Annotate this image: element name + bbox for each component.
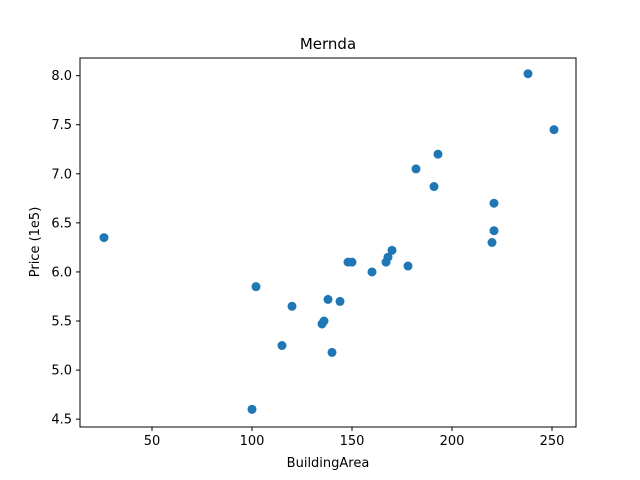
x-axis: 50 100 150 200 250	[144, 427, 565, 449]
y-axis-label: Price (1e5)	[28, 207, 43, 278]
data-point	[489, 226, 499, 236]
y-tick-label: 7.5	[51, 118, 72, 133]
plot-area-frame	[79, 57, 577, 428]
x-tick-label: 100	[240, 434, 265, 449]
data-point	[487, 238, 497, 247]
data-point	[327, 347, 337, 357]
x-tick-label: 200	[440, 434, 465, 449]
data-point	[287, 301, 297, 311]
x-tick-label: 250	[540, 434, 565, 449]
data-point	[411, 164, 421, 174]
y-tick-label: 6.0	[51, 265, 72, 280]
data-point	[523, 69, 533, 79]
data-point	[347, 257, 357, 267]
data-point	[319, 316, 329, 326]
data-point	[323, 294, 333, 304]
data-point	[387, 245, 397, 255]
y-tick-label: 4.5	[51, 413, 72, 428]
chart-title: Mernda	[300, 35, 356, 53]
x-axis-label: BuildingArea	[287, 456, 370, 471]
x-tick-label: 150	[340, 434, 365, 449]
data-point	[489, 198, 499, 208]
data-point	[99, 233, 109, 243]
data-points	[99, 69, 559, 414]
data-point	[383, 252, 393, 262]
data-point	[549, 125, 559, 135]
data-point	[433, 149, 443, 159]
data-point	[367, 267, 377, 277]
data-point	[335, 296, 345, 306]
data-point	[403, 261, 413, 271]
y-tick-label: 8.0	[51, 69, 72, 84]
y-tick-label: 5.5	[51, 315, 72, 330]
y-tick-label: 7.0	[51, 167, 72, 182]
data-point	[277, 341, 287, 351]
data-point	[429, 182, 439, 192]
y-tick-label: 6.5	[51, 216, 72, 231]
data-point	[251, 282, 261, 292]
data-point	[247, 404, 257, 414]
x-tick-label: 50	[144, 434, 161, 449]
y-tick-label: 5.0	[51, 364, 72, 379]
y-axis: 4.5 5.0 5.5 6.0 6.5 7.0 7.5 8.0	[51, 69, 80, 428]
